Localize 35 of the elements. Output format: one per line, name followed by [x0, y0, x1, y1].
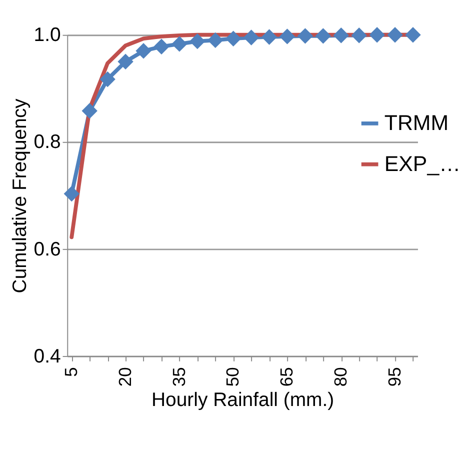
x-tick-label: 50: [222, 366, 243, 387]
point: [225, 30, 242, 46]
y-tick-label: 0.4: [34, 345, 61, 368]
y-tick-label: 1.0: [34, 24, 61, 46]
y-axis-title: Cumulative Frequency: [8, 98, 31, 294]
x-tick-label: 95: [384, 367, 404, 387]
legend-label: EXP_…: [384, 152, 460, 176]
point: [333, 28, 349, 44]
point: [351, 28, 367, 44]
y-tick-label: 0.6: [34, 238, 61, 260]
point: [369, 27, 385, 43]
y-tick-label: 0.8: [34, 131, 61, 154]
x-tick-label: 35: [168, 367, 189, 387]
point: [387, 27, 403, 43]
point: [297, 28, 314, 44]
legend-label: TRMM: [384, 111, 449, 136]
point: [136, 43, 152, 59]
point: [405, 27, 421, 43]
x-tick-label: 20: [114, 366, 135, 387]
point: [190, 33, 206, 50]
point: [118, 54, 134, 70]
point: [243, 30, 260, 46]
x-axis-title: Hourly Rainfall (mm.): [151, 389, 334, 412]
point: [154, 38, 170, 54]
point: [315, 28, 332, 44]
x-tick-label: 5: [60, 367, 81, 377]
point: [279, 28, 296, 44]
point: [172, 36, 188, 52]
x-tick-label: 80: [330, 366, 350, 387]
point: [100, 71, 116, 88]
point: [64, 186, 80, 202]
point: [82, 103, 98, 119]
point: [261, 29, 278, 45]
x-tick-label: 65: [276, 367, 297, 387]
point: [208, 32, 224, 48]
